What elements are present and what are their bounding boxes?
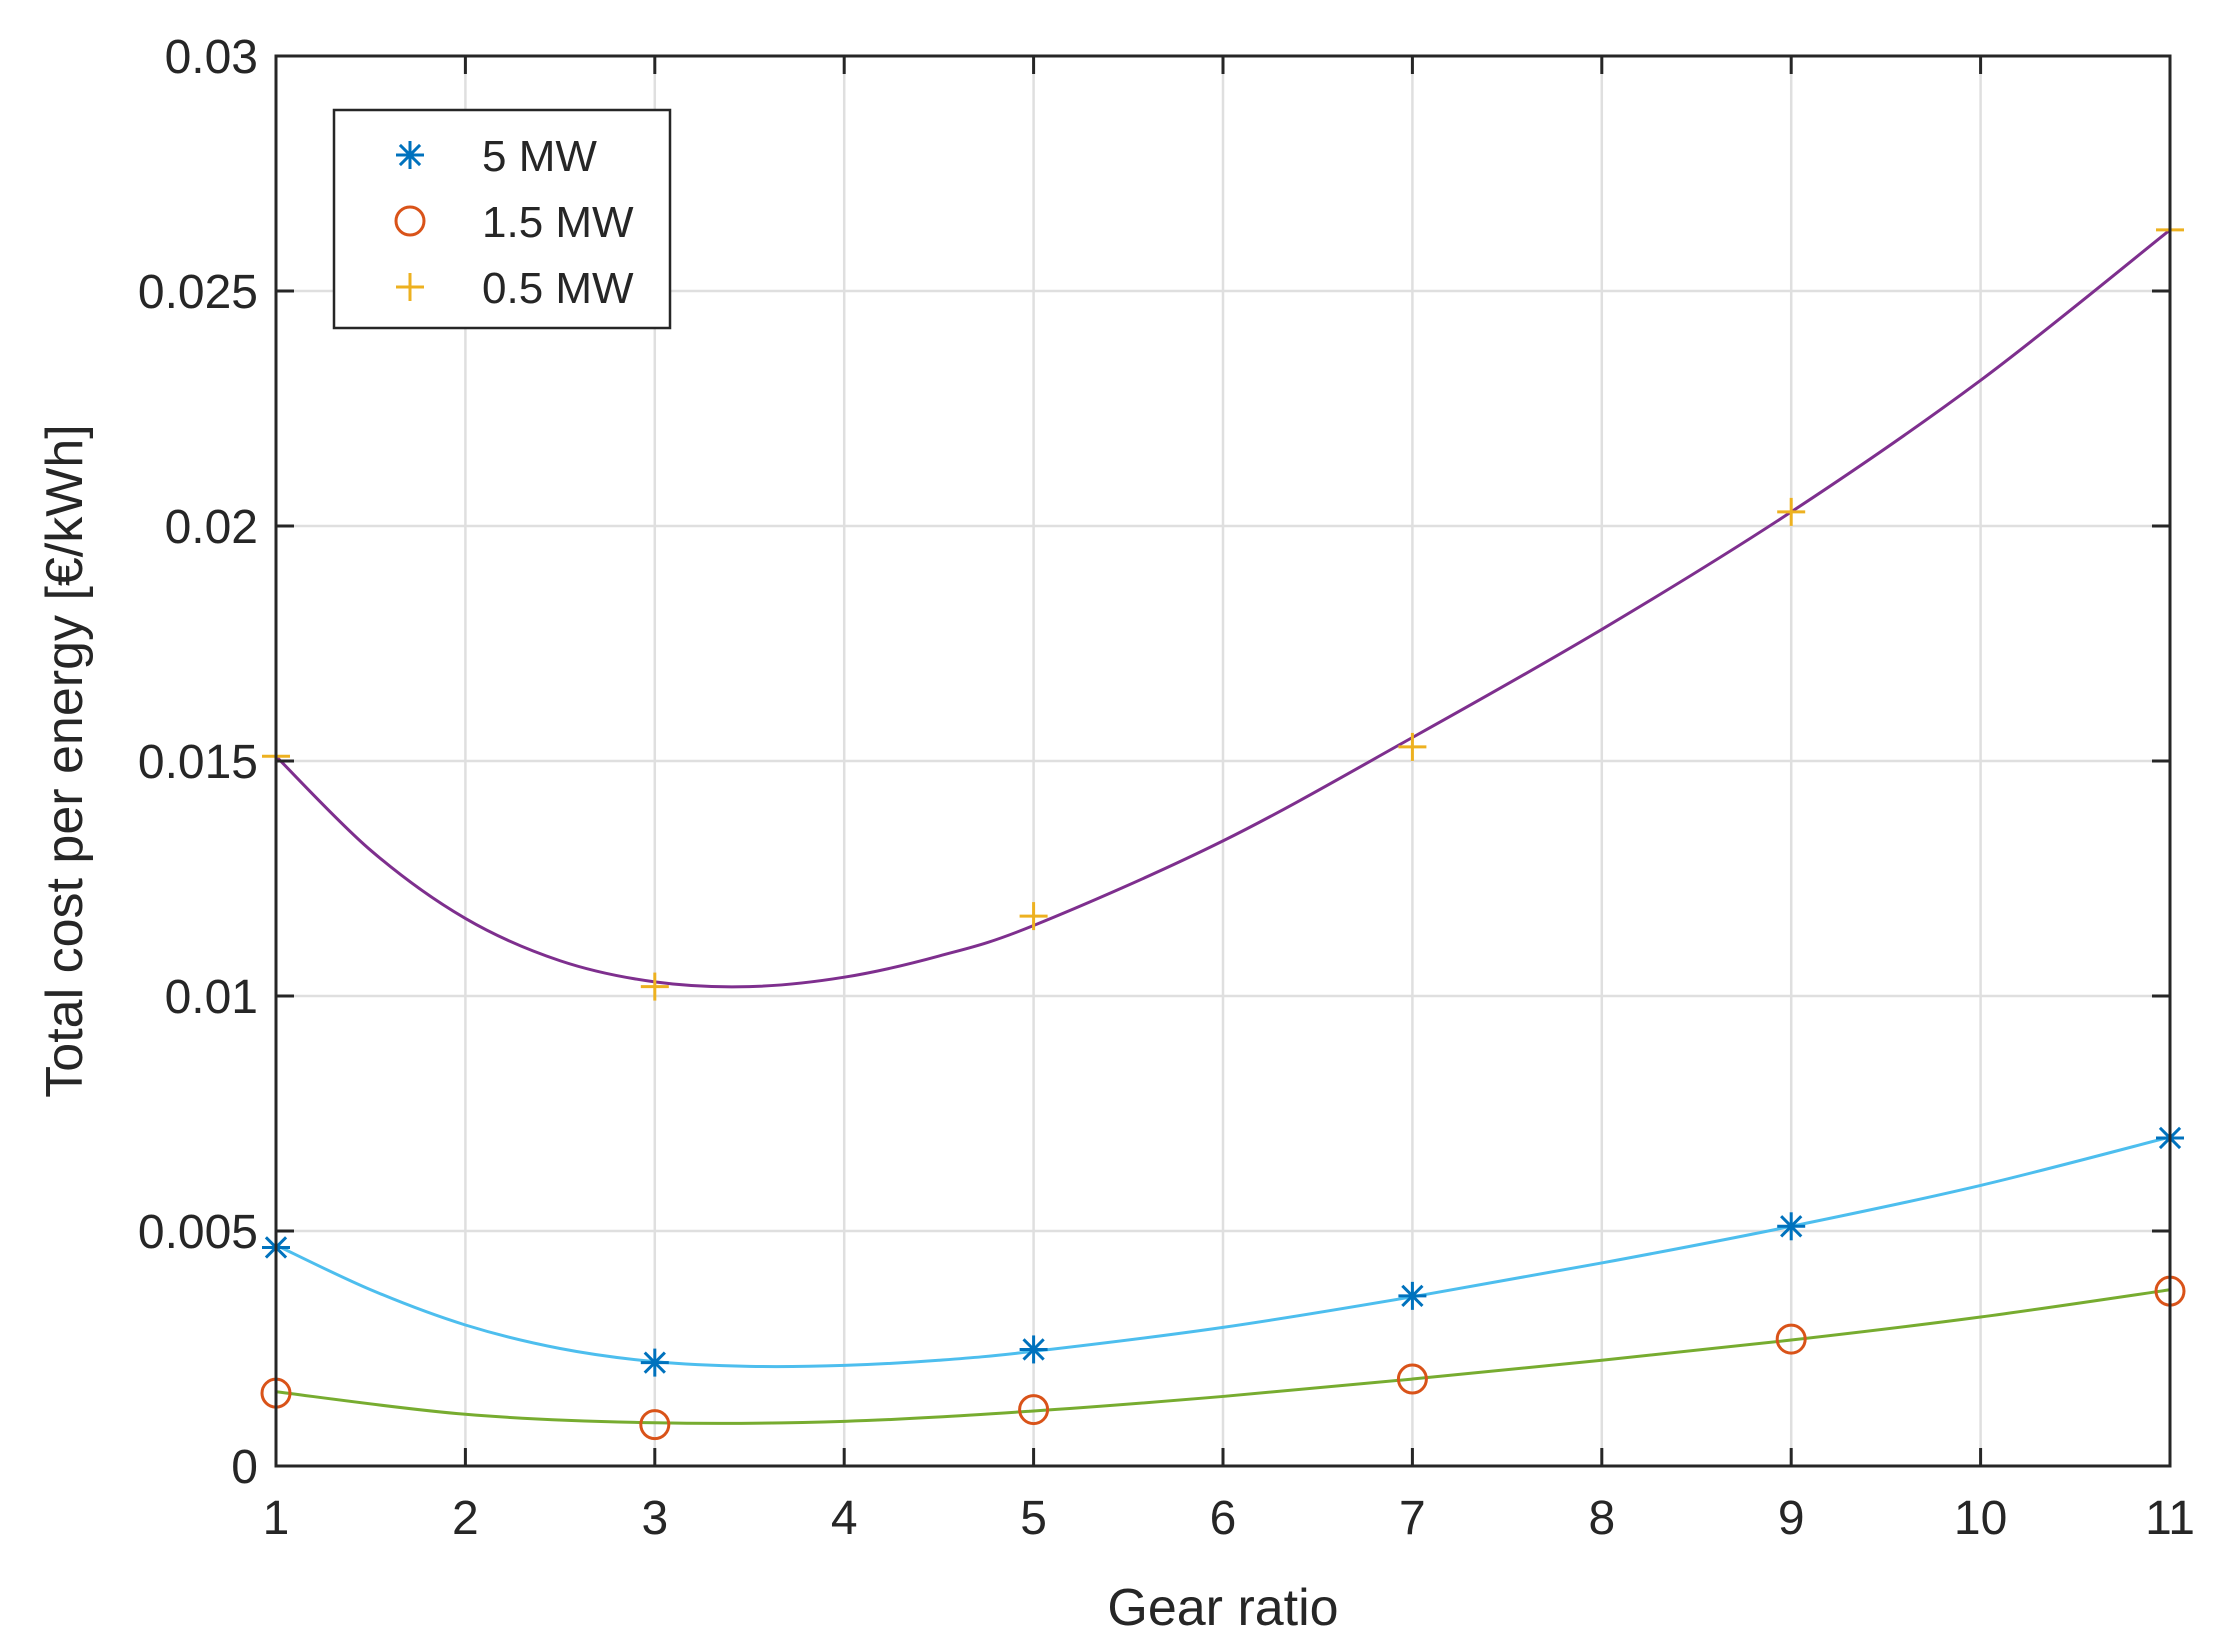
legend: 5 MW 1.5 MW 0.5 MW: [332, 108, 672, 330]
ticks: [274, 54, 2172, 1468]
data-point-1-5-mw: [639, 1409, 671, 1441]
legend-label-0-5-mw: 0.5 MW: [482, 264, 634, 313]
legend-label-5-mw: 5 MW: [482, 132, 597, 181]
x-tick-label: 2: [452, 1492, 479, 1545]
x-tick-label: 1: [263, 1492, 290, 1545]
x-tick-label: 5: [1020, 1492, 1047, 1545]
data-point-5-mw: [640, 1348, 669, 1377]
data-point-0-5-mw: [1019, 902, 1048, 931]
x-tick-label: 10: [1954, 1492, 2007, 1545]
fit-line-1-5-mw: [275, 1288, 2171, 1425]
y-tick-label: 0.01: [165, 971, 258, 1024]
data-point-1-5-mw: [1396, 1363, 1428, 1395]
fit-line-0-5-mw: [274, 228, 2171, 989]
data-point-5-mw: [1398, 1281, 1427, 1310]
data-point-0-5-mw: [1398, 732, 1427, 761]
y-tick-labels: 0 0.005 0.01 0.015 0.02 0.025 0.03: [138, 31, 258, 1494]
data-point-5-mw: [1019, 1335, 1048, 1364]
y-tick-label: 0.02: [165, 501, 258, 554]
y-tick-label: 0.015: [138, 736, 258, 789]
data-point-0-5-mw: [1777, 497, 1806, 526]
x-axis-label: Gear ratio: [1107, 1579, 1338, 1635]
x-tick-label: 6: [1210, 1492, 1237, 1545]
x-tick-label: 7: [1399, 1492, 1426, 1545]
y-tick-label: 0.025: [138, 266, 258, 319]
legend-marker-1-5-mw: [394, 205, 426, 237]
y-tick-label: 0: [231, 1441, 258, 1494]
x-tick-label: 3: [641, 1492, 668, 1545]
x-tick-labels: 1 2 3 4 5 6 7 8 9 10 11: [263, 1492, 2195, 1545]
legend-marker-0-5-mw: [396, 273, 424, 301]
legend-label-1-5-mw: 1.5 MW: [482, 198, 634, 247]
data-point-5-mw: [1777, 1212, 1806, 1241]
y-axis-label: Total cost per energy [€/kWh]: [36, 424, 94, 1097]
y-tick-label: 0.005: [138, 1206, 258, 1259]
x-tick-label: 9: [1778, 1492, 1805, 1545]
data-point-0-5-mw: [640, 972, 669, 1001]
y-tick-label: 0.03: [165, 31, 258, 84]
x-tick-label: 11: [2145, 1492, 2195, 1545]
data-point-1-5-mw: [1018, 1394, 1050, 1426]
legend-box: [332, 108, 672, 330]
x-tick-label: 8: [1588, 1492, 1615, 1545]
legend-marker-5-mw: [396, 141, 424, 169]
data-point-1-5-mw: [1775, 1323, 1807, 1355]
x-tick-label: 4: [831, 1492, 858, 1545]
